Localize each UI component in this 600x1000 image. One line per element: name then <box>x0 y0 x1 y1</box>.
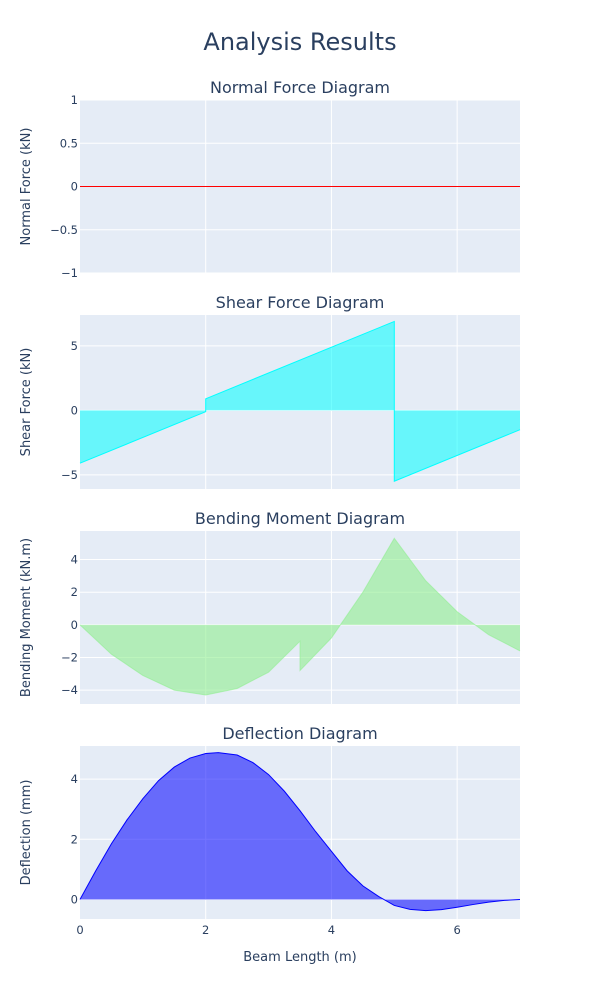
chart-4-title: Deflection Diagram <box>222 724 377 743</box>
chart-4-y-tick-label: 2 <box>71 832 78 846</box>
chart-4-y-axis-label: Deflection (mm) <box>19 780 34 886</box>
chart-3-series-fill <box>80 538 520 696</box>
chart-2-series-fill <box>80 321 520 482</box>
chart-4-series-line <box>79 752 521 912</box>
chart-1-y-tick-label: 0 <box>71 180 78 194</box>
chart-2-y-tick-label: 0 <box>71 403 78 417</box>
chart-4-x-tick-label: 4 <box>328 923 335 937</box>
chart-2-y-tick-label: 5 <box>71 339 78 353</box>
chart-1-y-tick-label: −1 <box>61 266 78 280</box>
chart-4-x-tick-label: 6 <box>453 923 460 937</box>
chart-2-y-tick-label: −5 <box>61 468 78 482</box>
chart-4-x-tick-label: 2 <box>202 923 209 937</box>
chart-2-series-line <box>79 320 521 483</box>
chart-1-y-tick-label: 0.5 <box>60 136 78 150</box>
chart-1-y-tick-label: −0.5 <box>50 223 78 237</box>
chart-3-y-tick-label: −2 <box>61 650 78 664</box>
chart-2-title: Shear Force Diagram <box>216 293 385 312</box>
chart-2-y-axis-label: Shear Force (kN) <box>19 348 34 457</box>
chart-3-y-tick-label: 2 <box>71 585 78 599</box>
chart-3-y-tick-label: −4 <box>61 683 78 697</box>
chart-4-y-tick-label: 0 <box>71 892 78 906</box>
x-axis-label: Beam Length (m) <box>243 950 356 965</box>
chart-4-x-tick-label: 0 <box>76 923 83 937</box>
chart-3-series-line <box>79 537 521 696</box>
chart-3-title: Bending Moment Diagram <box>195 509 405 528</box>
figure-title: Analysis Results <box>203 28 396 56</box>
chart-3-y-tick-label: 0 <box>71 618 78 632</box>
chart-4-series-fill <box>80 752 520 911</box>
chart-3-y-axis-label: Bending Moment (kN.m) <box>19 538 34 697</box>
chart-1-title: Normal Force Diagram <box>210 78 390 97</box>
chart-4-y-tick-label: 4 <box>71 772 78 786</box>
chart-1-y-axis-label: Normal Force (kN) <box>19 128 34 246</box>
chart-3-y-tick-label: 4 <box>71 553 78 567</box>
chart-1-y-tick-label: 1 <box>71 93 78 107</box>
